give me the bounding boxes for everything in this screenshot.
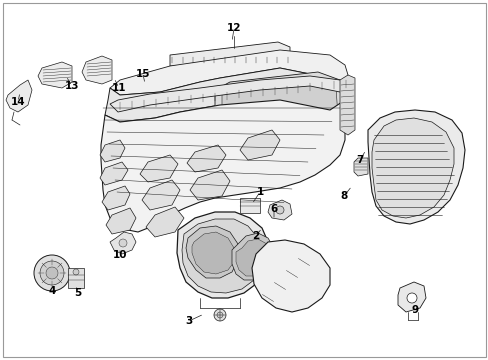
- Polygon shape: [190, 170, 229, 200]
- Polygon shape: [367, 110, 464, 224]
- Polygon shape: [82, 56, 112, 84]
- Polygon shape: [236, 239, 270, 276]
- Polygon shape: [101, 100, 345, 232]
- Polygon shape: [110, 232, 136, 254]
- Text: 6: 6: [270, 204, 277, 214]
- Polygon shape: [192, 232, 234, 274]
- Polygon shape: [339, 75, 354, 135]
- Circle shape: [40, 261, 64, 285]
- Circle shape: [214, 309, 225, 321]
- Polygon shape: [177, 212, 267, 298]
- Polygon shape: [140, 155, 178, 182]
- Circle shape: [73, 269, 79, 275]
- Polygon shape: [105, 68, 345, 122]
- Polygon shape: [353, 158, 367, 176]
- FancyBboxPatch shape: [68, 268, 84, 288]
- Polygon shape: [100, 162, 128, 185]
- FancyBboxPatch shape: [240, 198, 260, 213]
- Polygon shape: [185, 226, 238, 278]
- Polygon shape: [186, 145, 225, 172]
- Text: 11: 11: [112, 83, 126, 93]
- Text: 2: 2: [252, 231, 259, 241]
- Text: 13: 13: [64, 81, 79, 91]
- Polygon shape: [170, 42, 289, 66]
- Text: 1: 1: [256, 187, 263, 197]
- Circle shape: [119, 239, 127, 247]
- Text: 12: 12: [226, 23, 241, 33]
- Polygon shape: [222, 78, 337, 135]
- Polygon shape: [231, 233, 273, 280]
- Polygon shape: [110, 50, 347, 95]
- Polygon shape: [182, 219, 262, 293]
- Polygon shape: [100, 140, 125, 162]
- Polygon shape: [146, 207, 183, 237]
- Circle shape: [217, 312, 223, 318]
- Polygon shape: [106, 208, 136, 234]
- Text: 7: 7: [356, 155, 363, 165]
- Circle shape: [46, 267, 58, 279]
- Polygon shape: [267, 200, 291, 220]
- Polygon shape: [110, 76, 347, 112]
- Polygon shape: [397, 282, 425, 312]
- Text: 8: 8: [340, 191, 347, 201]
- Polygon shape: [38, 62, 72, 88]
- Polygon shape: [102, 186, 130, 210]
- Circle shape: [34, 255, 70, 291]
- Polygon shape: [215, 72, 341, 140]
- Polygon shape: [142, 180, 180, 210]
- Text: 15: 15: [136, 69, 150, 79]
- Text: 9: 9: [410, 305, 418, 315]
- Polygon shape: [371, 118, 453, 218]
- Polygon shape: [6, 80, 32, 112]
- Polygon shape: [240, 130, 280, 160]
- Polygon shape: [251, 240, 329, 312]
- Circle shape: [406, 293, 416, 303]
- Text: 5: 5: [74, 288, 81, 298]
- Text: 4: 4: [48, 286, 56, 296]
- Text: 14: 14: [11, 97, 25, 107]
- Circle shape: [275, 206, 284, 214]
- Text: 3: 3: [185, 316, 192, 326]
- Text: 10: 10: [113, 250, 127, 260]
